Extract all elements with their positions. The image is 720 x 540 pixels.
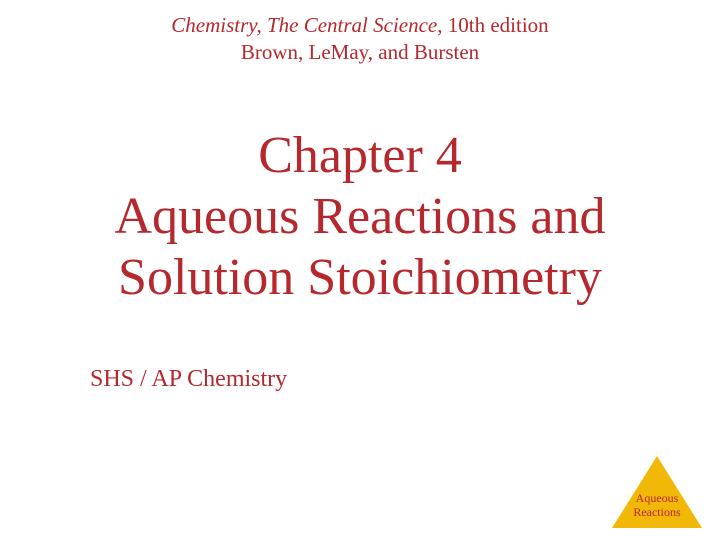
chapter-title-line1: Aqueous Reactions and — [20, 188, 700, 245]
slide-header: Chemistry, The Central Science, 10th edi… — [0, 0, 720, 67]
chapter-block: Chapter 4 Aqueous Reactions and Solution… — [0, 127, 720, 307]
chapter-title-line2: Solution Stoichiometry — [20, 249, 700, 306]
badge-text: Aqueous Reactions — [612, 492, 702, 520]
badge-line1: Aqueous — [636, 491, 679, 505]
corner-badge: Aqueous Reactions — [612, 450, 702, 528]
book-line: Chemistry, The Central Science, 10th edi… — [0, 12, 720, 39]
authors-line: Brown, LeMay, and Bursten — [0, 39, 720, 66]
book-edition: , 10th edition — [437, 13, 548, 37]
chapter-number: Chapter 4 — [20, 127, 700, 184]
book-title: Chemistry, The Central Science — [171, 13, 437, 37]
badge-line2: Reactions — [633, 505, 680, 519]
course-label: SHS / AP Chemistry — [90, 366, 720, 393]
